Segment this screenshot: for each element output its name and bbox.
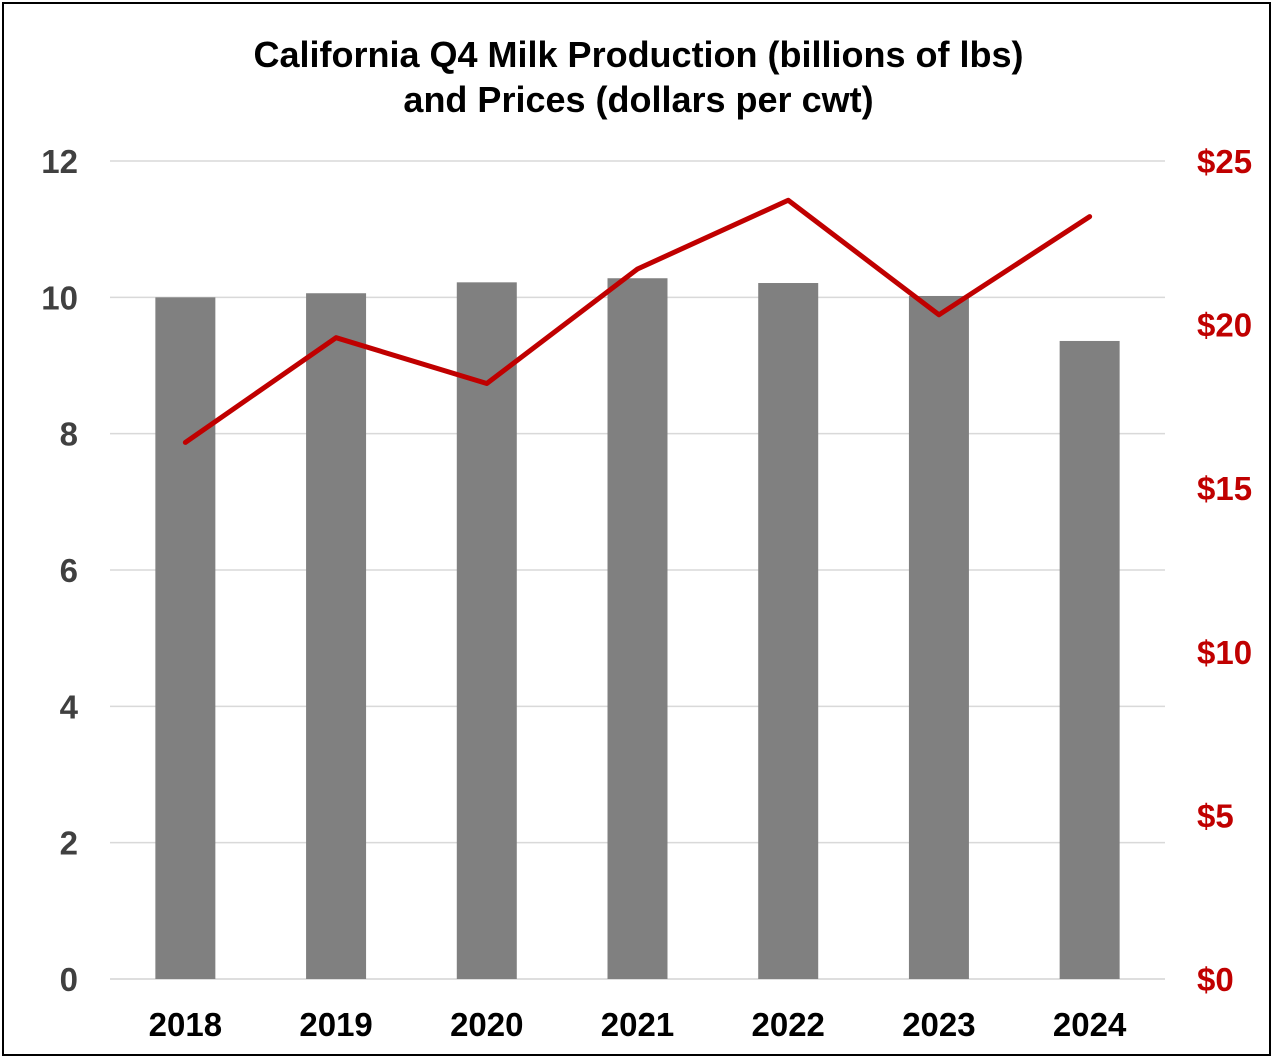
right-axis-tick-label: $10 [1197, 634, 1252, 671]
right-axis-tick-label: $5 [1197, 797, 1234, 834]
left-axis-tick-label: 6 [60, 552, 78, 589]
chart-title: California Q4 Milk Production (billions … [4, 32, 1273, 122]
left-axis-tick-label: 2 [60, 825, 78, 862]
left-axis-tick-label: 12 [41, 143, 78, 180]
x-axis-tick-label: 2019 [299, 1006, 372, 1043]
production-bar [1059, 340, 1120, 980]
x-axis-tick-label: 2021 [601, 1006, 674, 1043]
left-axis-tick-label: 8 [60, 416, 78, 453]
production-bar [306, 293, 367, 979]
left-axis-tick-label: 10 [41, 279, 78, 316]
production-bar [155, 297, 216, 979]
price-line-layer [182, 197, 1093, 445]
x-axis-tick-label: 2024 [1053, 1006, 1127, 1043]
right-axis-ticks: $0 $5 $10 $15 $20 $25 [1197, 143, 1252, 998]
x-axis-ticks: 2018 2019 2020 2021 2022 2023 2024 [149, 1006, 1127, 1043]
left-axis-ticks: 0 2 4 6 8 10 12 [41, 143, 78, 998]
right-axis-tick-label: $20 [1197, 307, 1252, 344]
x-axis-tick-label: 2023 [902, 1006, 975, 1043]
right-axis-tick-label: $25 [1197, 143, 1252, 180]
price-line [182, 197, 1093, 445]
left-axis-tick-label: 4 [60, 688, 79, 725]
production-bar [908, 295, 969, 980]
production-bar [607, 278, 668, 979]
x-axis-tick-label: 2018 [149, 1006, 222, 1043]
left-axis-tick-label: 0 [60, 961, 78, 998]
x-axis-tick-label: 2022 [752, 1006, 825, 1043]
chart-title-line-1: California Q4 Milk Production (billions … [253, 34, 1024, 75]
production-bar [758, 283, 819, 980]
x-axis-tick-label: 2020 [450, 1006, 523, 1043]
right-axis-tick-label: $15 [1197, 470, 1252, 507]
production-bar [456, 282, 517, 979]
right-axis-tick-label: $0 [1197, 961, 1234, 998]
chart-title-line-2: and Prices (dollars per cwt) [403, 79, 874, 120]
production-bars [155, 278, 1120, 980]
